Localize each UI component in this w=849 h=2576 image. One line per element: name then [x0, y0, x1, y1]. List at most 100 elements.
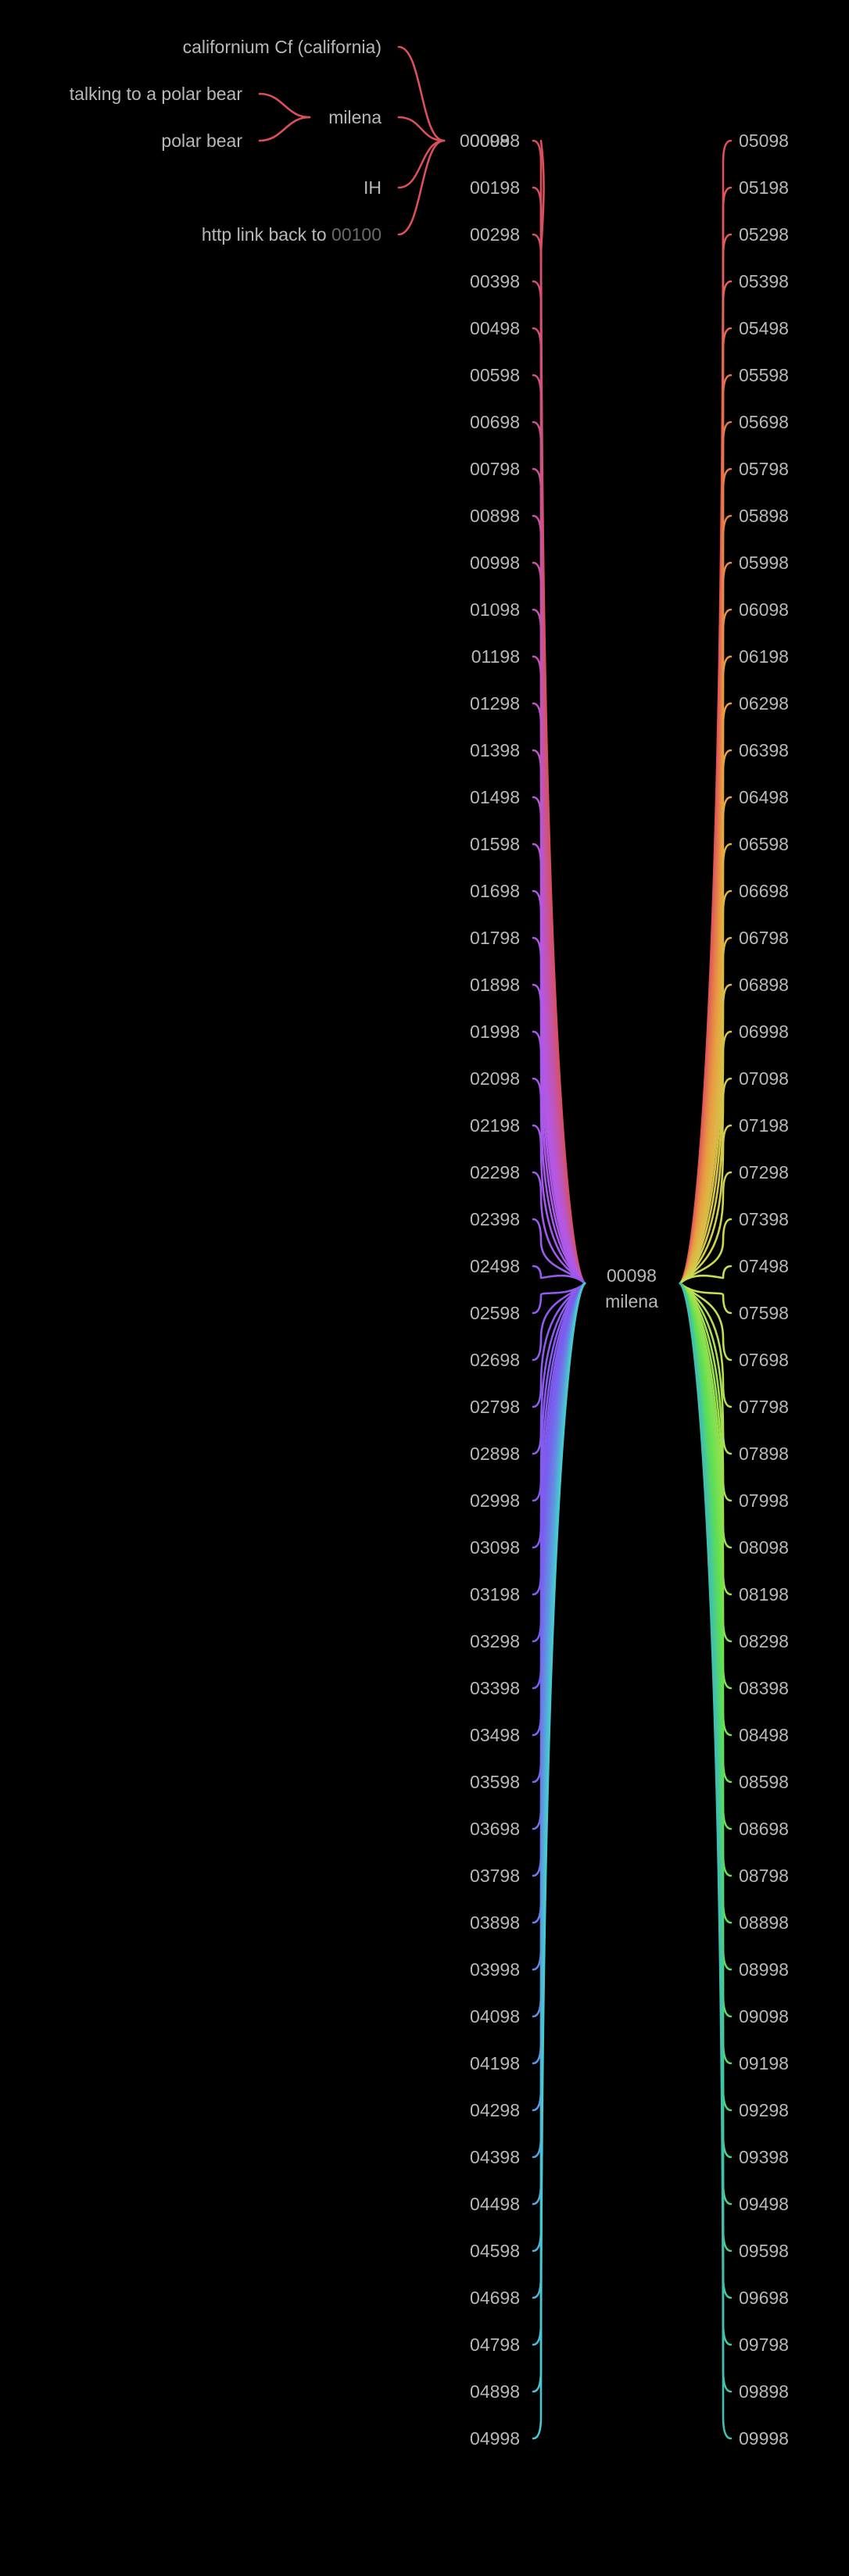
node-label-04698[interactable]: 04698 — [470, 2288, 520, 2308]
node-label-07398[interactable]: 07398 — [739, 1209, 789, 1229]
node-label-08998[interactable]: 08998 — [739, 1959, 789, 1980]
node-label-05998[interactable]: 05998 — [739, 553, 789, 573]
node-label-00098[interactable]: 00098 — [470, 131, 520, 151]
node-label-02098[interactable]: 02098 — [470, 1068, 520, 1089]
node-label-08798[interactable]: 08798 — [739, 1866, 789, 1886]
node-label-05798[interactable]: 05798 — [739, 459, 789, 479]
node-label-01698[interactable]: 01698 — [470, 881, 520, 901]
node-label-09498[interactable]: 09498 — [739, 2194, 789, 2214]
node-label-04298[interactable]: 04298 — [470, 2100, 520, 2120]
node-label-07698[interactable]: 07698 — [739, 1350, 789, 1370]
node-label-09098[interactable]: 09098 — [739, 2006, 789, 2027]
node-label-03198[interactable]: 03198 — [470, 1584, 520, 1605]
node-label-08698[interactable]: 08698 — [739, 1819, 789, 1839]
node-label-05098[interactable]: 05098 — [739, 131, 789, 151]
node-label-08098[interactable]: 08098 — [739, 1537, 789, 1558]
node-label-02198[interactable]: 02198 — [470, 1115, 520, 1136]
node-label-02698[interactable]: 02698 — [470, 1350, 520, 1370]
node-label-07098[interactable]: 07098 — [739, 1068, 789, 1089]
node-label-06898[interactable]: 06898 — [739, 975, 789, 995]
node-label-00598[interactable]: 00598 — [470, 365, 520, 385]
node-label-02598[interactable]: 02598 — [470, 1303, 520, 1323]
node-label-01298[interactable]: 01298 — [470, 693, 520, 714]
node-label-05898[interactable]: 05898 — [739, 506, 789, 526]
node-label-06998[interactable]: 06998 — [739, 1021, 789, 1042]
node-label-00298[interactable]: 00298 — [470, 224, 520, 245]
node-label-06498[interactable]: 06498 — [739, 787, 789, 807]
node-label-07198[interactable]: 07198 — [739, 1115, 789, 1136]
node-label-05498[interactable]: 05498 — [739, 318, 789, 338]
node-label-03498[interactable]: 03498 — [470, 1725, 520, 1745]
node-label-06698[interactable]: 06698 — [739, 881, 789, 901]
node-label-00498[interactable]: 00498 — [470, 318, 520, 338]
node-label-06398[interactable]: 06398 — [739, 740, 789, 760]
node-label-04498[interactable]: 04498 — [470, 2194, 520, 2214]
node-label-02398[interactable]: 02398 — [470, 1209, 520, 1229]
node-label-06098[interactable]: 06098 — [739, 599, 789, 620]
node-label-03098[interactable]: 03098 — [470, 1537, 520, 1558]
node-label-08598[interactable]: 08598 — [739, 1772, 789, 1792]
node-label-08198[interactable]: 08198 — [739, 1584, 789, 1605]
node-label-07998[interactable]: 07998 — [739, 1490, 789, 1511]
node-label-05598[interactable]: 05598 — [739, 365, 789, 385]
node-label-07598[interactable]: 07598 — [739, 1303, 789, 1323]
node-label-01598[interactable]: 01598 — [470, 834, 520, 854]
header-link-text[interactable]: http link back to 00100 — [202, 224, 382, 245]
node-label-09798[interactable]: 09798 — [739, 2334, 789, 2355]
node-label-04798[interactable]: 04798 — [470, 2334, 520, 2355]
node-label-06598[interactable]: 06598 — [739, 834, 789, 854]
node-label-05398[interactable]: 05398 — [739, 271, 789, 292]
header-root-label[interactable]: 00098 — [460, 131, 510, 151]
node-label-05198[interactable]: 05198 — [739, 177, 789, 198]
node-label-08498[interactable]: 08498 — [739, 1725, 789, 1745]
node-label-06798[interactable]: 06798 — [739, 928, 789, 948]
node-label-01898[interactable]: 01898 — [470, 975, 520, 995]
node-label-01098[interactable]: 01098 — [470, 599, 520, 620]
node-label-03898[interactable]: 03898 — [470, 1912, 520, 1933]
node-label-09198[interactable]: 09198 — [739, 2053, 789, 2073]
node-label-09998[interactable]: 09998 — [739, 2428, 789, 2449]
node-label-03798[interactable]: 03798 — [470, 1866, 520, 1886]
node-label-07798[interactable]: 07798 — [739, 1397, 789, 1417]
node-label-00198[interactable]: 00198 — [470, 177, 520, 198]
node-label-03398[interactable]: 03398 — [470, 1678, 520, 1698]
node-label-08898[interactable]: 08898 — [739, 1912, 789, 1933]
node-label-09398[interactable]: 09398 — [739, 2147, 789, 2167]
node-label-04998[interactable]: 04998 — [470, 2428, 520, 2449]
node-label-00698[interactable]: 00698 — [470, 412, 520, 432]
node-label-08298[interactable]: 08298 — [739, 1631, 789, 1651]
node-label-09898[interactable]: 09898 — [739, 2381, 789, 2402]
node-label-05298[interactable]: 05298 — [739, 224, 789, 245]
node-label-07298[interactable]: 07298 — [739, 1162, 789, 1182]
node-label-03298[interactable]: 03298 — [470, 1631, 520, 1651]
node-label-02898[interactable]: 02898 — [470, 1444, 520, 1464]
node-label-04598[interactable]: 04598 — [470, 2241, 520, 2261]
node-label-01798[interactable]: 01798 — [470, 928, 520, 948]
node-label-00398[interactable]: 00398 — [470, 271, 520, 292]
node-label-04098[interactable]: 04098 — [470, 2006, 520, 2027]
node-label-09698[interactable]: 09698 — [739, 2288, 789, 2308]
node-label-04198[interactable]: 04198 — [470, 2053, 520, 2073]
node-label-02298[interactable]: 02298 — [470, 1162, 520, 1182]
node-label-02998[interactable]: 02998 — [470, 1490, 520, 1511]
node-label-08398[interactable]: 08398 — [739, 1678, 789, 1698]
node-label-04898[interactable]: 04898 — [470, 2381, 520, 2402]
node-label-01998[interactable]: 01998 — [470, 1021, 520, 1042]
node-label-02498[interactable]: 02498 — [470, 1256, 520, 1276]
node-label-01398[interactable]: 01398 — [470, 740, 520, 760]
node-label-06298[interactable]: 06298 — [739, 693, 789, 714]
node-label-01198[interactable]: 01198 — [471, 646, 520, 667]
node-label-00798[interactable]: 00798 — [470, 459, 520, 479]
node-label-00898[interactable]: 00898 — [470, 506, 520, 526]
node-label-06198[interactable]: 06198 — [739, 646, 789, 667]
node-label-07898[interactable]: 07898 — [739, 1444, 789, 1464]
node-label-03998[interactable]: 03998 — [470, 1959, 520, 1980]
node-label-05698[interactable]: 05698 — [739, 412, 789, 432]
node-label-00998[interactable]: 00998 — [470, 553, 520, 573]
node-label-03698[interactable]: 03698 — [470, 1819, 520, 1839]
node-label-01498[interactable]: 01498 — [470, 787, 520, 807]
node-label-09298[interactable]: 09298 — [739, 2100, 789, 2120]
node-label-09598[interactable]: 09598 — [739, 2241, 789, 2261]
node-label-07498[interactable]: 07498 — [739, 1256, 789, 1276]
node-label-04398[interactable]: 04398 — [470, 2147, 520, 2167]
